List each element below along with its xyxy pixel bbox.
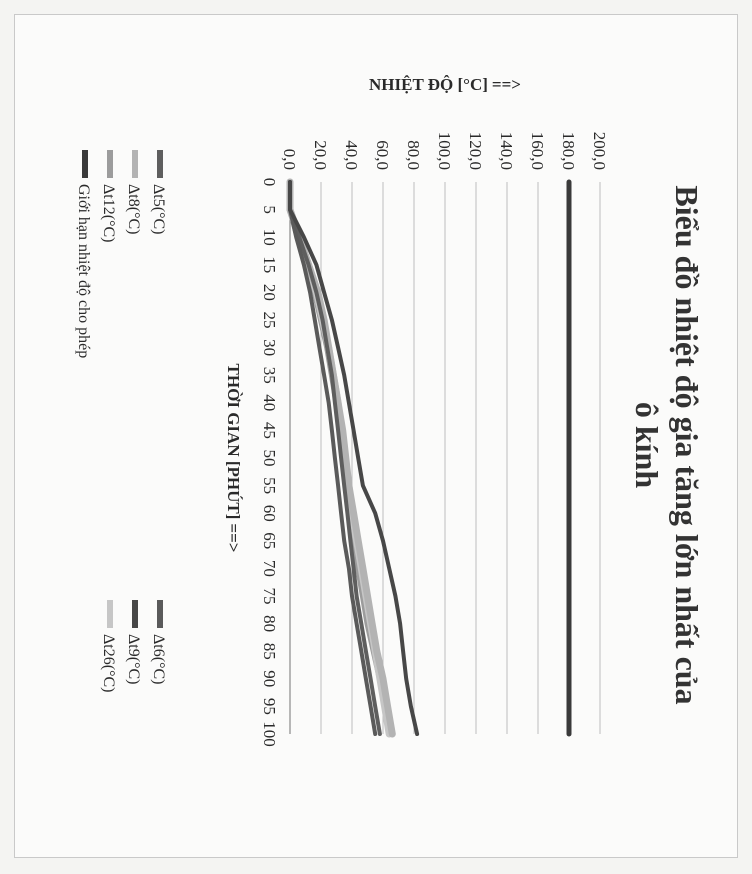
series-lines [286, 178, 572, 738]
x-tick-label: 30 [260, 339, 279, 356]
y-tick-label: 120,0 [466, 132, 485, 170]
x-tick-label: 20 [260, 284, 279, 301]
y-tick-label: 180,0 [559, 132, 578, 170]
x-tick-label: 80 [260, 615, 279, 632]
x-tick-label: 0 [260, 178, 279, 187]
x-tick-label: 100 [260, 721, 279, 747]
x-tick-label: 65 [260, 532, 279, 549]
chart-title-line-1: Biểu đồ nhiệt độ gia tăng lớn nhất của [669, 185, 705, 704]
y-tick-label: 20,0 [311, 140, 330, 170]
y-axis-label: NHIỆT ĐỘ [°C] ==> [369, 75, 521, 94]
x-tick-label: 50 [260, 450, 279, 467]
x-tick-label: 55 [260, 477, 279, 494]
series-line [288, 180, 420, 736]
rotated-chart-group: Biểu đồ nhiệt độ gia tăng lớn nhất của ô… [75, 75, 705, 747]
x-tick-label: 60 [260, 505, 279, 522]
x-tick-label: 85 [260, 643, 279, 660]
legend-label: Δt8(°C) [125, 184, 142, 234]
y-tick-label: 200,0 [590, 132, 609, 170]
x-axis-label-text: THỜI GIAN [PHÚT] [224, 364, 243, 520]
x-tick-label: 45 [260, 422, 279, 439]
series-line [288, 180, 382, 736]
legend-label: Δt6(°C) [150, 634, 167, 684]
y-axis-label-text: NHIỆT ĐỘ [°C] [369, 75, 488, 94]
y-tick-label: 100,0 [435, 132, 454, 170]
x-tick-label: 75 [260, 588, 279, 605]
chart-legend: Δt5(°C) Δt8(°C) Δt12(°C) Giới hạn nhiệt độ … [75, 150, 167, 692]
x-tick-label: 35 [260, 367, 279, 384]
y-tick-labels: 0,0 20,0 40,0 60,0 80,0 100,0 120,0 140,0 160,0 1… [280, 132, 609, 170]
x-tick-label: 90 [260, 670, 279, 687]
x-tick-label: 5 [260, 205, 279, 214]
y-axis-label-group: NHIỆT ĐỘ [°C] ==> [369, 75, 521, 94]
legend-label: Giới hạn nhiệt độ cho phép [75, 184, 92, 358]
y-tick-label: 140,0 [497, 132, 516, 170]
chart-title-line-2: ô kính [629, 402, 665, 488]
y-tick-label: 0,0 [280, 149, 299, 170]
y-tick-label: 80,0 [404, 140, 423, 170]
y-tick-label: 40,0 [342, 140, 361, 170]
x-axis-label: THỜI GIAN [PHÚT] ==> [224, 364, 243, 553]
y-tick-label: 160,0 [528, 132, 547, 170]
x-tick-label: 25 [260, 312, 279, 329]
x-tick-label: 40 [260, 394, 279, 411]
x-tick-labels: 0 5 10 15 20 25 30 35 40 45 50 55 60 65 70 75 80 85 90 95 10… [260, 178, 279, 747]
x-tick-label: 95 [260, 698, 279, 715]
x-tick-label: 70 [260, 560, 279, 577]
x-tick-label: 10 [260, 229, 279, 246]
legend-label: Δt12(°C) [100, 184, 117, 242]
x-axis-arrow: ==> [224, 523, 243, 552]
legend-label: Δt5(°C) [150, 184, 167, 234]
legend-label: Δt26(°C) [100, 634, 117, 692]
series-line [288, 180, 378, 736]
legend-label: Δt9(°C) [125, 634, 142, 684]
y-tick-label: 60,0 [373, 140, 392, 170]
y-axis-arrow: ==> [492, 75, 521, 94]
x-tick-label: 15 [260, 256, 279, 273]
